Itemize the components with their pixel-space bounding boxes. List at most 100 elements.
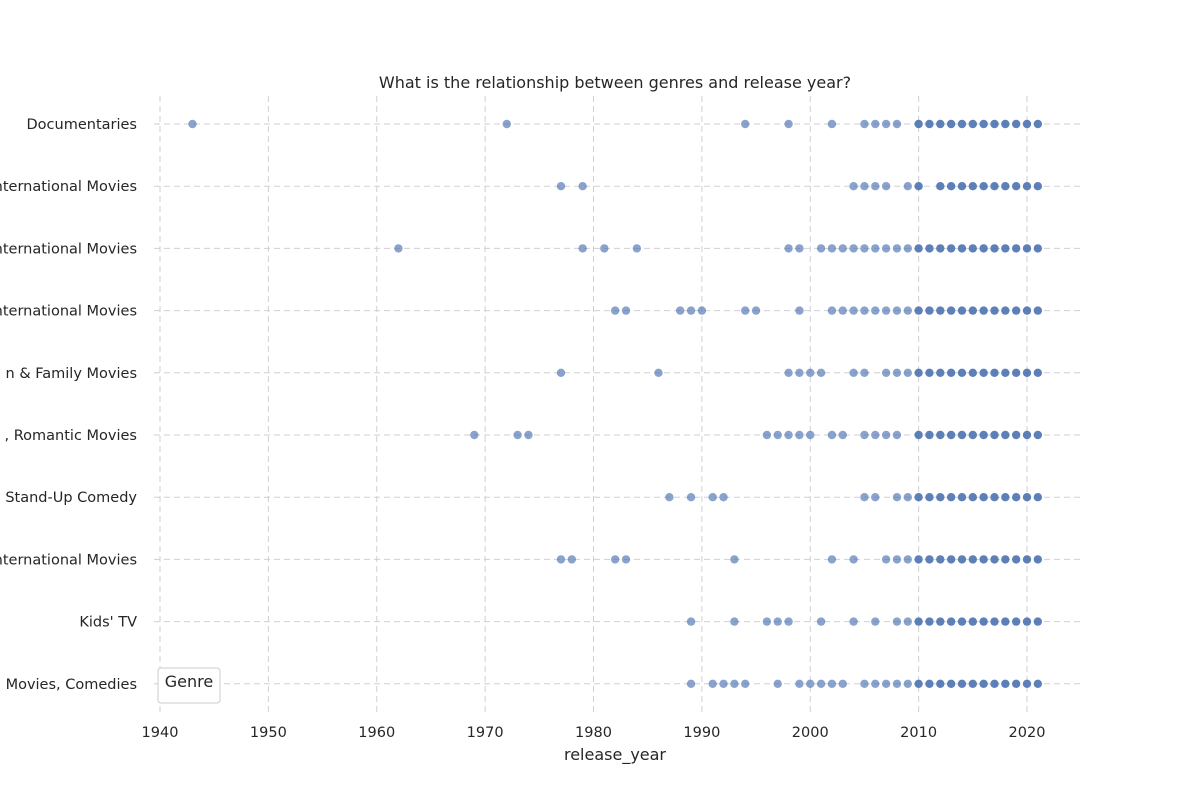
data-point — [979, 430, 988, 440]
data-point — [784, 430, 793, 440]
data-point — [914, 119, 923, 129]
data-point — [903, 244, 912, 253]
data-point — [1011, 555, 1021, 564]
data-point — [892, 679, 902, 688]
data-point — [1001, 182, 1010, 191]
data-point — [979, 617, 988, 626]
data-point — [925, 617, 934, 626]
data-point — [1001, 555, 1010, 564]
data-point — [1001, 244, 1010, 253]
data-point — [567, 555, 577, 564]
chart-title: What is the relationship between genres … — [379, 73, 851, 92]
data-point — [741, 306, 750, 315]
data-point — [968, 555, 978, 564]
data-point — [188, 119, 197, 129]
data-point — [773, 617, 782, 626]
data-point — [556, 368, 566, 377]
data-point — [881, 306, 891, 315]
data-point — [936, 182, 945, 191]
legend-box — [157, 667, 221, 704]
data-point — [936, 306, 945, 315]
data-point — [871, 679, 880, 688]
data-point — [892, 244, 902, 253]
data-point — [979, 182, 988, 191]
data-point — [762, 430, 772, 440]
data-point — [936, 493, 945, 502]
data-point — [686, 679, 696, 688]
data-point — [849, 368, 858, 377]
y-tick-label: Stand-Up Comedy — [5, 490, 137, 506]
data-point — [1022, 617, 1032, 626]
data-point — [871, 493, 880, 502]
data-point — [741, 679, 750, 688]
y-tick-label: International Movies — [0, 304, 137, 320]
data-point — [925, 555, 934, 564]
data-point — [968, 182, 978, 191]
y-tick-label: , Romantic Movies — [5, 428, 137, 444]
data-point — [1033, 306, 1043, 315]
data-point — [914, 617, 923, 626]
data-point — [784, 119, 793, 129]
data-point — [1022, 182, 1032, 191]
data-point — [957, 368, 967, 377]
data-point — [979, 306, 988, 315]
data-point — [914, 430, 923, 440]
data-point — [990, 368, 999, 377]
data-point — [968, 244, 978, 253]
data-point — [513, 430, 522, 440]
y-tick-label: Documentaries — [27, 117, 137, 133]
data-point — [686, 493, 696, 502]
x-tick-label: 1970 — [467, 725, 504, 741]
data-point — [860, 679, 869, 688]
data-point — [914, 244, 923, 253]
x-tick-label: 1990 — [683, 725, 720, 741]
data-point — [600, 244, 609, 253]
data-point — [1033, 244, 1043, 253]
data-point — [892, 493, 902, 502]
data-point — [1011, 430, 1021, 440]
data-point — [610, 555, 620, 564]
data-point — [556, 182, 566, 191]
data-point — [860, 182, 869, 191]
data-point — [860, 119, 869, 129]
data-point — [816, 617, 826, 626]
data-point — [827, 430, 837, 440]
data-point — [860, 368, 869, 377]
data-point — [730, 679, 739, 688]
data-point — [1033, 182, 1043, 191]
x-tick-label: 1980 — [575, 725, 612, 741]
data-point — [708, 679, 717, 688]
data-point — [979, 555, 988, 564]
x-tick-labels: 1940 1950 1960 1970 1980 1990 2000 2010 2020 — [142, 725, 1046, 741]
data-point — [1001, 306, 1010, 315]
data-point — [968, 306, 978, 315]
data-point — [903, 306, 912, 315]
data-point — [1022, 306, 1032, 315]
data-point — [925, 119, 934, 129]
data-point — [946, 493, 956, 502]
data-point — [968, 430, 978, 440]
data-point — [1001, 119, 1010, 129]
data-point — [1033, 493, 1043, 502]
x-tick-label: 1960 — [358, 725, 395, 741]
data-point — [741, 119, 750, 129]
data-point — [806, 368, 815, 377]
data-point — [686, 617, 696, 626]
data-point — [1022, 368, 1032, 377]
data-point — [946, 306, 956, 315]
data-point — [903, 679, 912, 688]
data-point — [827, 306, 837, 315]
data-point — [827, 244, 837, 253]
data-point — [1011, 244, 1021, 253]
data-point — [957, 679, 967, 688]
data-point — [957, 555, 967, 564]
data-point — [860, 430, 869, 440]
data-point — [838, 679, 847, 688]
data-point — [936, 244, 945, 253]
data-point — [1022, 555, 1032, 564]
data-point — [827, 679, 837, 688]
data-point — [892, 555, 902, 564]
data-point — [881, 430, 891, 440]
x-tick-label: 1950 — [250, 725, 287, 741]
data-point — [1001, 679, 1010, 688]
